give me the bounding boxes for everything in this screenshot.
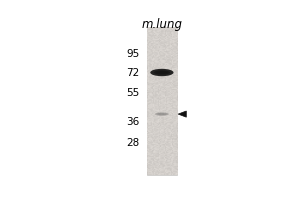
Text: 28: 28	[127, 138, 140, 148]
Polygon shape	[178, 111, 186, 117]
Text: 95: 95	[127, 49, 140, 59]
Text: m.lung: m.lung	[141, 18, 182, 31]
Text: 55: 55	[127, 88, 140, 98]
Bar	[147, 27, 177, 175]
Text: 36: 36	[127, 117, 140, 127]
Ellipse shape	[154, 70, 170, 75]
Ellipse shape	[150, 69, 173, 76]
Ellipse shape	[156, 71, 168, 74]
Text: 72: 72	[127, 68, 140, 78]
Ellipse shape	[157, 113, 167, 115]
Ellipse shape	[155, 112, 169, 116]
